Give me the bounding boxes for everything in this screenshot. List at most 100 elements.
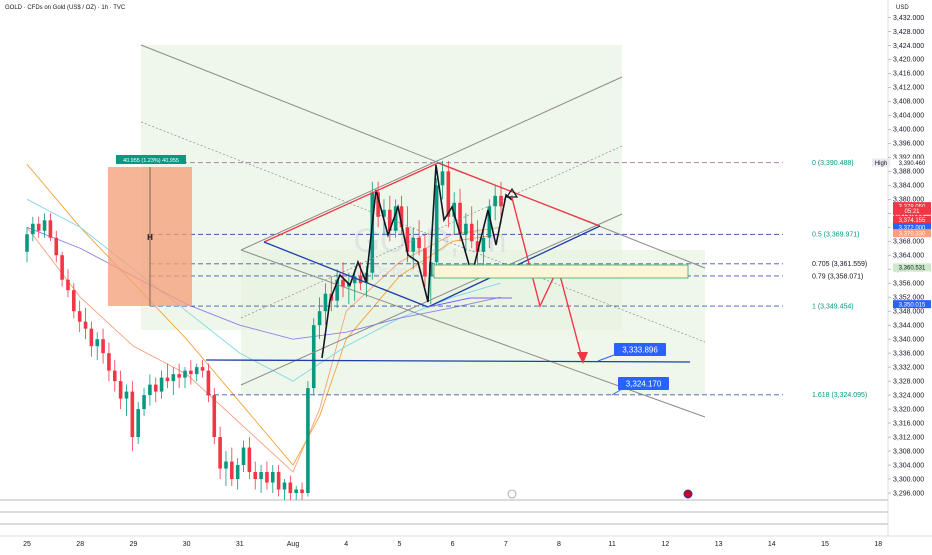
candle-body[interactable] (370, 192, 375, 273)
candle-body[interactable] (458, 202, 462, 235)
fib-level-label: 1.618 (3,324.095) (812, 392, 867, 399)
channel-line-upper[interactable] (140, 44, 706, 269)
candle-body[interactable] (311, 325, 316, 389)
candle-body[interactable] (212, 395, 217, 438)
triangle-lower-blue[interactable] (263, 241, 429, 308)
candle-body[interactable] (124, 391, 129, 399)
candle-body[interactable] (393, 206, 398, 231)
candle-body[interactable] (270, 472, 275, 483)
candle-body[interactable] (241, 447, 246, 466)
projection-path-red[interactable] (511, 197, 584, 363)
candle-body[interactable] (475, 241, 480, 252)
candle-body[interactable] (253, 472, 258, 480)
candle-body[interactable] (66, 279, 70, 291)
candle-body[interactable] (136, 409, 140, 438)
candle-body[interactable] (376, 192, 380, 217)
x-tick-label: 4 (344, 541, 348, 548)
fib-golden-zone[interactable] (433, 264, 689, 279)
dividend-marker[interactable] (507, 489, 517, 499)
candle-body[interactable] (411, 237, 416, 252)
candle-body[interactable] (440, 171, 445, 186)
candle-body[interactable] (493, 195, 497, 207)
candle-body[interactable] (159, 377, 164, 392)
candle-body[interactable] (101, 339, 105, 354)
y-tick-label: 3,388.000 (893, 169, 924, 176)
candle-body[interactable] (206, 370, 211, 396)
x-tick-label: 15 (821, 541, 829, 548)
candle-body[interactable] (282, 482, 287, 490)
candle-body[interactable] (417, 237, 421, 249)
x-tick-label: 13 (715, 541, 723, 548)
candle-body[interactable] (72, 290, 76, 312)
candle-body[interactable] (165, 377, 170, 382)
candle-body[interactable] (54, 237, 59, 256)
candle-body[interactable] (265, 472, 269, 483)
candle-body[interactable] (464, 223, 468, 235)
candle-body[interactable] (230, 461, 234, 480)
candle-body[interactable] (153, 384, 158, 392)
candle-body[interactable] (235, 465, 240, 480)
candle-body[interactable] (481, 237, 486, 252)
candle-body[interactable] (112, 370, 117, 382)
us-flag-event-marker[interactable] (683, 489, 693, 499)
candle-body[interactable] (423, 248, 427, 277)
candle-body[interactable] (306, 388, 310, 494)
candle-body[interactable] (142, 395, 146, 410)
candle-body[interactable] (194, 367, 199, 375)
channel-line-rising-lower[interactable] (240, 213, 623, 386)
candle-body[interactable] (388, 209, 392, 231)
candle-body[interactable] (60, 255, 64, 280)
candle-body[interactable] (77, 311, 82, 322)
candle-body[interactable] (352, 276, 357, 284)
triangle-right-red[interactable] (437, 162, 601, 227)
candle-body[interactable] (499, 195, 503, 207)
candle-body[interactable] (452, 202, 456, 217)
candle-body[interactable] (89, 328, 94, 347)
price-badge-label: High (875, 161, 887, 167)
candle-body[interactable] (218, 437, 222, 469)
candle-body[interactable] (171, 374, 176, 382)
candle-body[interactable] (148, 384, 152, 396)
candle-body[interactable] (341, 279, 345, 287)
candle-body[interactable] (434, 185, 439, 263)
candle-body[interactable] (42, 220, 47, 231)
candle-body[interactable] (300, 489, 304, 494)
candle-body[interactable] (200, 367, 205, 371)
y-tick-label: 3,296.000 (893, 490, 924, 497)
candle-body[interactable] (95, 339, 100, 347)
candle-body[interactable] (48, 220, 53, 238)
candle-body[interactable] (177, 374, 181, 378)
candle-body[interactable] (276, 472, 281, 490)
candle-body[interactable] (487, 206, 492, 238)
candle-body[interactable] (446, 171, 451, 217)
candle-body[interactable] (183, 370, 187, 378)
candle-body[interactable] (36, 223, 41, 231)
candle-body[interactable] (317, 311, 322, 326)
candle-body[interactable] (288, 482, 293, 494)
candle-body[interactable] (469, 223, 474, 242)
candle-body[interactable] (335, 279, 339, 301)
channel-line-rising-upper[interactable] (240, 76, 623, 251)
candle-body[interactable] (31, 223, 35, 235)
candle-body[interactable] (405, 227, 410, 252)
triangle-upper-red[interactable] (263, 162, 439, 243)
wave-path[interactable] (321, 164, 513, 359)
candle-body[interactable] (259, 472, 263, 480)
candle-body[interactable] (428, 262, 433, 277)
candle-body[interactable] (224, 461, 228, 469)
candle-body[interactable] (294, 489, 298, 494)
candle-body[interactable] (130, 391, 135, 438)
candle-body[interactable] (189, 370, 193, 375)
y-tick-label: 3,328.000 (893, 378, 924, 385)
symbol-header[interactable]: GOLD · CFDs on Gold (US$ / OZ) · 1h · TV… (5, 5, 126, 11)
candle-body[interactable] (247, 447, 252, 473)
candle-body[interactable] (399, 206, 404, 228)
candle-body[interactable] (382, 209, 386, 217)
candle-body[interactable] (83, 321, 88, 329)
candle-body[interactable] (107, 353, 111, 371)
candle-body[interactable] (118, 381, 123, 399)
candle-body[interactable] (25, 234, 29, 252)
candle-body[interactable] (323, 293, 328, 312)
support-line-blue[interactable] (205, 359, 691, 363)
